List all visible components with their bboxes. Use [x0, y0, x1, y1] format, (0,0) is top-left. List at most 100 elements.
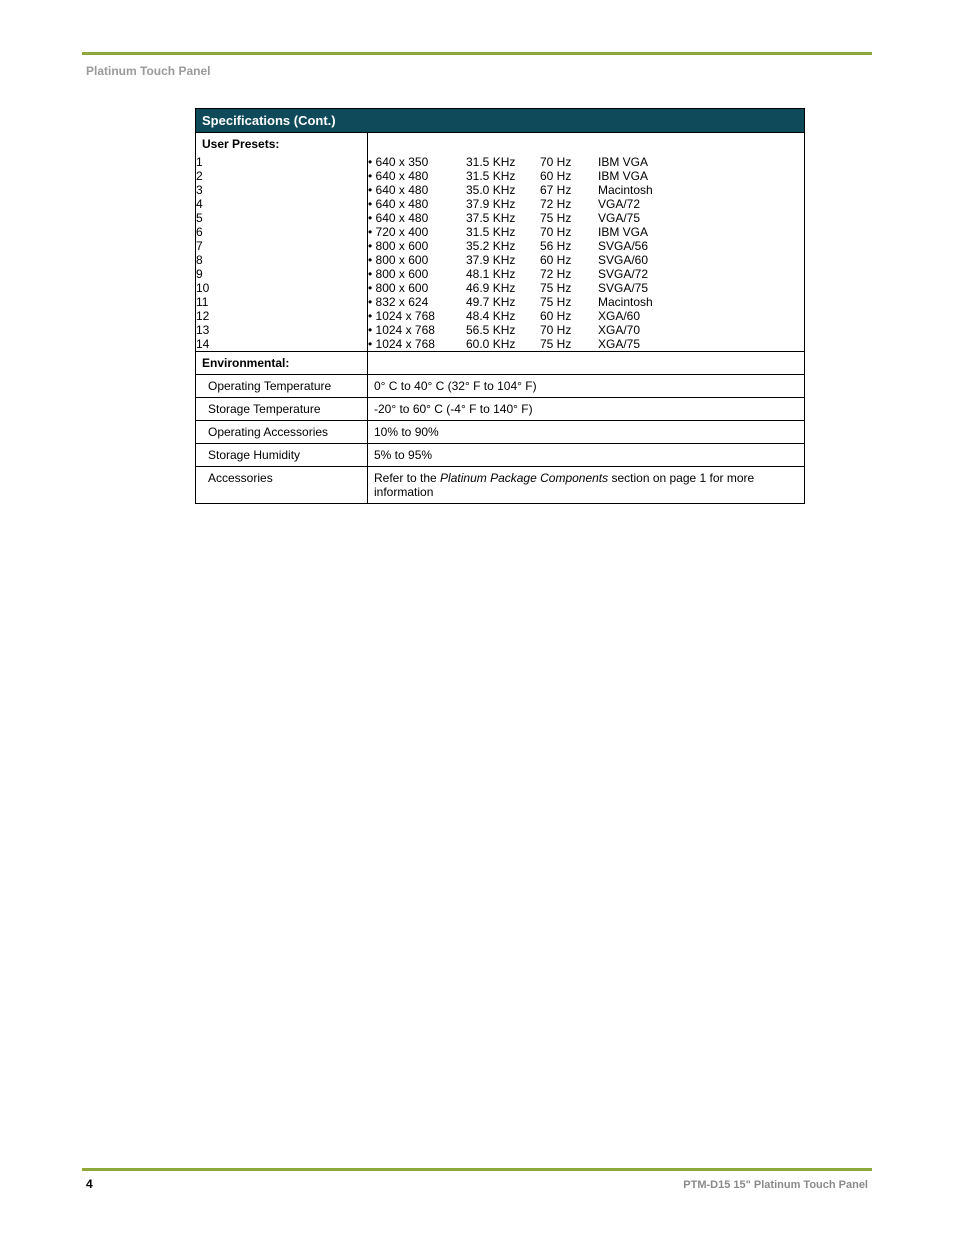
preset-standard: IBM VGA — [598, 225, 804, 239]
preset-row: 13• 1024 x 76856.5 KHz70 HzXGA/70 — [196, 323, 805, 337]
section-heading-spacer — [368, 133, 805, 156]
preset-value: • 640 x 480 35.0 KHz 67 Hz Macintosh — [368, 183, 805, 197]
preset-resolution: • 640 x 480 — [368, 197, 452, 211]
preset-value: • 1024 x 76856.5 KHz70 HzXGA/70 — [368, 323, 805, 337]
preset-row: 4• 640 x 48037.9 KHz72 HzVGA/72 — [196, 197, 805, 211]
preset-value: • 1024 x 76848.4 KHz60 HzXGA/60 — [368, 309, 805, 323]
preset-index: 11 — [196, 295, 368, 309]
preset-khz: 48.4 KHz — [466, 309, 526, 323]
preset-resolution: • 832 x 624 — [368, 295, 452, 309]
preset-hz: 56 Hz — [540, 239, 584, 253]
preset-value: • 800 x 60037.9 KHz60 HzSVGA/60 — [368, 253, 805, 267]
preset-khz: 37.9 KHz — [466, 253, 526, 267]
preset-resolution: • 800 x 600 — [368, 281, 452, 295]
env-value: -20° to 60° C (-4° F to 140° F) — [368, 398, 805, 421]
footer-page-number: 4 — [86, 1177, 93, 1191]
preset-standard: SVGA/72 — [598, 267, 804, 281]
preset-standard: XGA/75 — [598, 337, 804, 351]
section-heading-label: Environmental: — [196, 352, 368, 375]
preset-value: • 720 x 40031.5 KHz70 HzIBM VGA — [368, 225, 805, 239]
preset-hz: 70 Hz — [540, 225, 584, 239]
preset-standard: Macintosh — [598, 183, 804, 197]
env-label: Operating Temperature — [196, 375, 368, 398]
preset-index: 6 — [196, 225, 368, 239]
preset-hz: 70 Hz — [540, 323, 584, 337]
preset-resolution: • 800 x 600 — [368, 267, 452, 281]
section-heading-presets: User Presets: — [196, 133, 805, 156]
env-value: 5% to 95% — [368, 444, 805, 467]
preset-hz: 70 Hz — [540, 155, 584, 169]
preset-index: 7 — [196, 239, 368, 253]
preset-hz: 75 Hz — [540, 337, 584, 351]
accessories-row: Accessories Refer to the Platinum Packag… — [196, 467, 805, 504]
preset-value: • 640 x 48031.5 KHz60 HzIBM VGA — [368, 169, 805, 183]
preset-standard: VGA/75 — [598, 211, 804, 225]
preset-khz: 37.9 KHz — [466, 197, 526, 211]
preset-row: 3• 640 x 48035.0 KHz67 HzMacintosh — [196, 183, 805, 197]
preset-resolution: • 720 x 400 — [368, 225, 452, 239]
preset-row: 6• 720 x 40031.5 KHz70 HzIBM VGA — [196, 225, 805, 239]
preset-resolution: • 640 x 350 — [368, 155, 452, 169]
preset-value: • 640 x 48037.9 KHz72 HzVGA/72 — [368, 197, 805, 211]
accessories-label: Accessories — [196, 467, 368, 504]
preset-standard: Macintosh — [598, 295, 804, 309]
env-label: Operating Accessories — [196, 421, 368, 444]
preset-khz: 46.9 KHz — [466, 281, 526, 295]
preset-value: • 800 x 60035.2 KHz56 HzSVGA/56 — [368, 239, 805, 253]
preset-resolution: • 1024 x 768 — [368, 309, 452, 323]
preset-khz: 35.0 KHz — [466, 183, 526, 197]
preset-value: • 640 x 480 37.5 KHz 75 Hz VGA/75 — [368, 211, 805, 225]
env-row: Operating Temperature0° C to 40° C (32° … — [196, 375, 805, 398]
preset-khz: 35.2 KHz — [466, 239, 526, 253]
preset-resolution: • 1024 x 768 — [368, 323, 452, 337]
preset-standard: SVGA/75 — [598, 281, 804, 295]
preset-index: 1 — [196, 155, 368, 169]
preset-index: 2 — [196, 169, 368, 183]
preset-row: 9• 800 x 60048.1 KHz72 HzSVGA/72 — [196, 267, 805, 281]
preset-hz: 60 Hz — [540, 253, 584, 267]
header-rule — [82, 52, 872, 55]
preset-value: • 640 x 35031.5 KHz70 HzIBM VGA — [368, 155, 805, 169]
env-label: Storage Temperature — [196, 398, 368, 421]
preset-hz: 75 Hz — [540, 211, 584, 225]
preset-khz: 60.0 KHz — [466, 337, 526, 351]
preset-row: 8• 800 x 60037.9 KHz60 HzSVGA/60 — [196, 253, 805, 267]
preset-row: 1• 640 x 35031.5 KHz70 HzIBM VGA — [196, 155, 805, 169]
preset-khz: 31.5 KHz — [466, 169, 526, 183]
env-value: 0° C to 40° C (32° F to 104° F) — [368, 375, 805, 398]
preset-resolution: • 640 x 480 — [368, 169, 452, 183]
preset-khz: 48.1 KHz — [466, 267, 526, 281]
preset-index: 14 — [196, 337, 368, 352]
preset-resolution: • 640 x 480 — [368, 183, 452, 197]
preset-row: 2• 640 x 48031.5 KHz60 HzIBM VGA — [196, 169, 805, 183]
preset-standard: IBM VGA — [598, 169, 804, 183]
preset-resolution: • 800 x 600 — [368, 239, 452, 253]
preset-row: 12• 1024 x 76848.4 KHz60 HzXGA/60 — [196, 309, 805, 323]
preset-index: 9 — [196, 267, 368, 281]
accessories-text-pre: Refer to the — [374, 471, 440, 485]
preset-index: 5 — [196, 211, 368, 225]
section-heading-label: User Presets: — [196, 133, 368, 156]
preset-index: 13 — [196, 323, 368, 337]
accessories-text-italic: Platinum Package Components — [440, 471, 608, 485]
preset-hz: 67 Hz — [540, 183, 584, 197]
env-row: Operating Accessories10% to 90% — [196, 421, 805, 444]
preset-resolution: • 800 x 600 — [368, 253, 452, 267]
page: Platinum Touch Panel Specifications (Con… — [0, 0, 954, 1235]
env-value: 10% to 90% — [368, 421, 805, 444]
preset-value: • 800 x 60046.9 KHz75 HzSVGA/75 — [368, 281, 805, 295]
accessories-value: Refer to the Platinum Package Components… — [368, 467, 805, 504]
preset-standard: IBM VGA — [598, 155, 804, 169]
env-label: Storage Humidity — [196, 444, 368, 467]
preset-hz: 60 Hz — [540, 309, 584, 323]
preset-index: 12 — [196, 309, 368, 323]
footer-doc-title: PTM-D15 15" Platinum Touch Panel — [683, 1179, 868, 1191]
preset-khz: 37.5 KHz — [466, 211, 526, 225]
preset-value: • 1024 x 76860.0 KHz75 HzXGA/75 — [368, 337, 805, 352]
env-row: Storage Humidity5% to 95% — [196, 444, 805, 467]
preset-row: 11• 832 x 62449.7 KHz75 HzMacintosh — [196, 295, 805, 309]
preset-khz: 56.5 KHz — [466, 323, 526, 337]
table-title: Specifications (Cont.) — [196, 109, 805, 133]
preset-resolution: • 640 x 480 — [368, 211, 452, 225]
footer-rule — [82, 1168, 872, 1171]
